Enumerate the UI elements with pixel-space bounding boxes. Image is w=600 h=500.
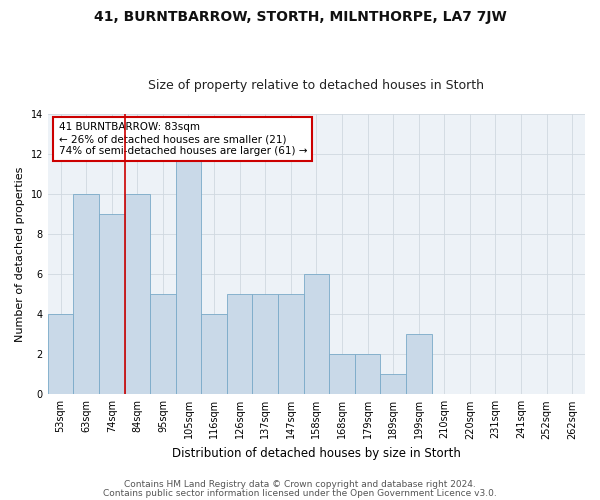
Bar bbox=[48, 314, 73, 394]
Bar bbox=[176, 154, 201, 394]
Text: 41, BURNTBARROW, STORTH, MILNTHORPE, LA7 7JW: 41, BURNTBARROW, STORTH, MILNTHORPE, LA7… bbox=[94, 10, 506, 24]
Bar bbox=[253, 294, 278, 394]
Bar bbox=[278, 294, 304, 394]
Bar bbox=[329, 354, 355, 395]
Bar bbox=[304, 274, 329, 394]
Bar bbox=[227, 294, 253, 394]
Bar bbox=[73, 194, 99, 394]
Bar bbox=[201, 314, 227, 394]
Bar bbox=[150, 294, 176, 394]
Text: Contains HM Land Registry data © Crown copyright and database right 2024.: Contains HM Land Registry data © Crown c… bbox=[124, 480, 476, 489]
Text: Contains public sector information licensed under the Open Government Licence v3: Contains public sector information licen… bbox=[103, 488, 497, 498]
Title: Size of property relative to detached houses in Storth: Size of property relative to detached ho… bbox=[148, 79, 484, 92]
Bar bbox=[406, 334, 431, 394]
Bar bbox=[355, 354, 380, 395]
Bar bbox=[380, 374, 406, 394]
Text: 41 BURNTBARROW: 83sqm
← 26% of detached houses are smaller (21)
74% of semi-deta: 41 BURNTBARROW: 83sqm ← 26% of detached … bbox=[59, 122, 307, 156]
Bar bbox=[125, 194, 150, 394]
X-axis label: Distribution of detached houses by size in Storth: Distribution of detached houses by size … bbox=[172, 447, 461, 460]
Y-axis label: Number of detached properties: Number of detached properties bbox=[15, 166, 25, 342]
Bar bbox=[99, 214, 125, 394]
